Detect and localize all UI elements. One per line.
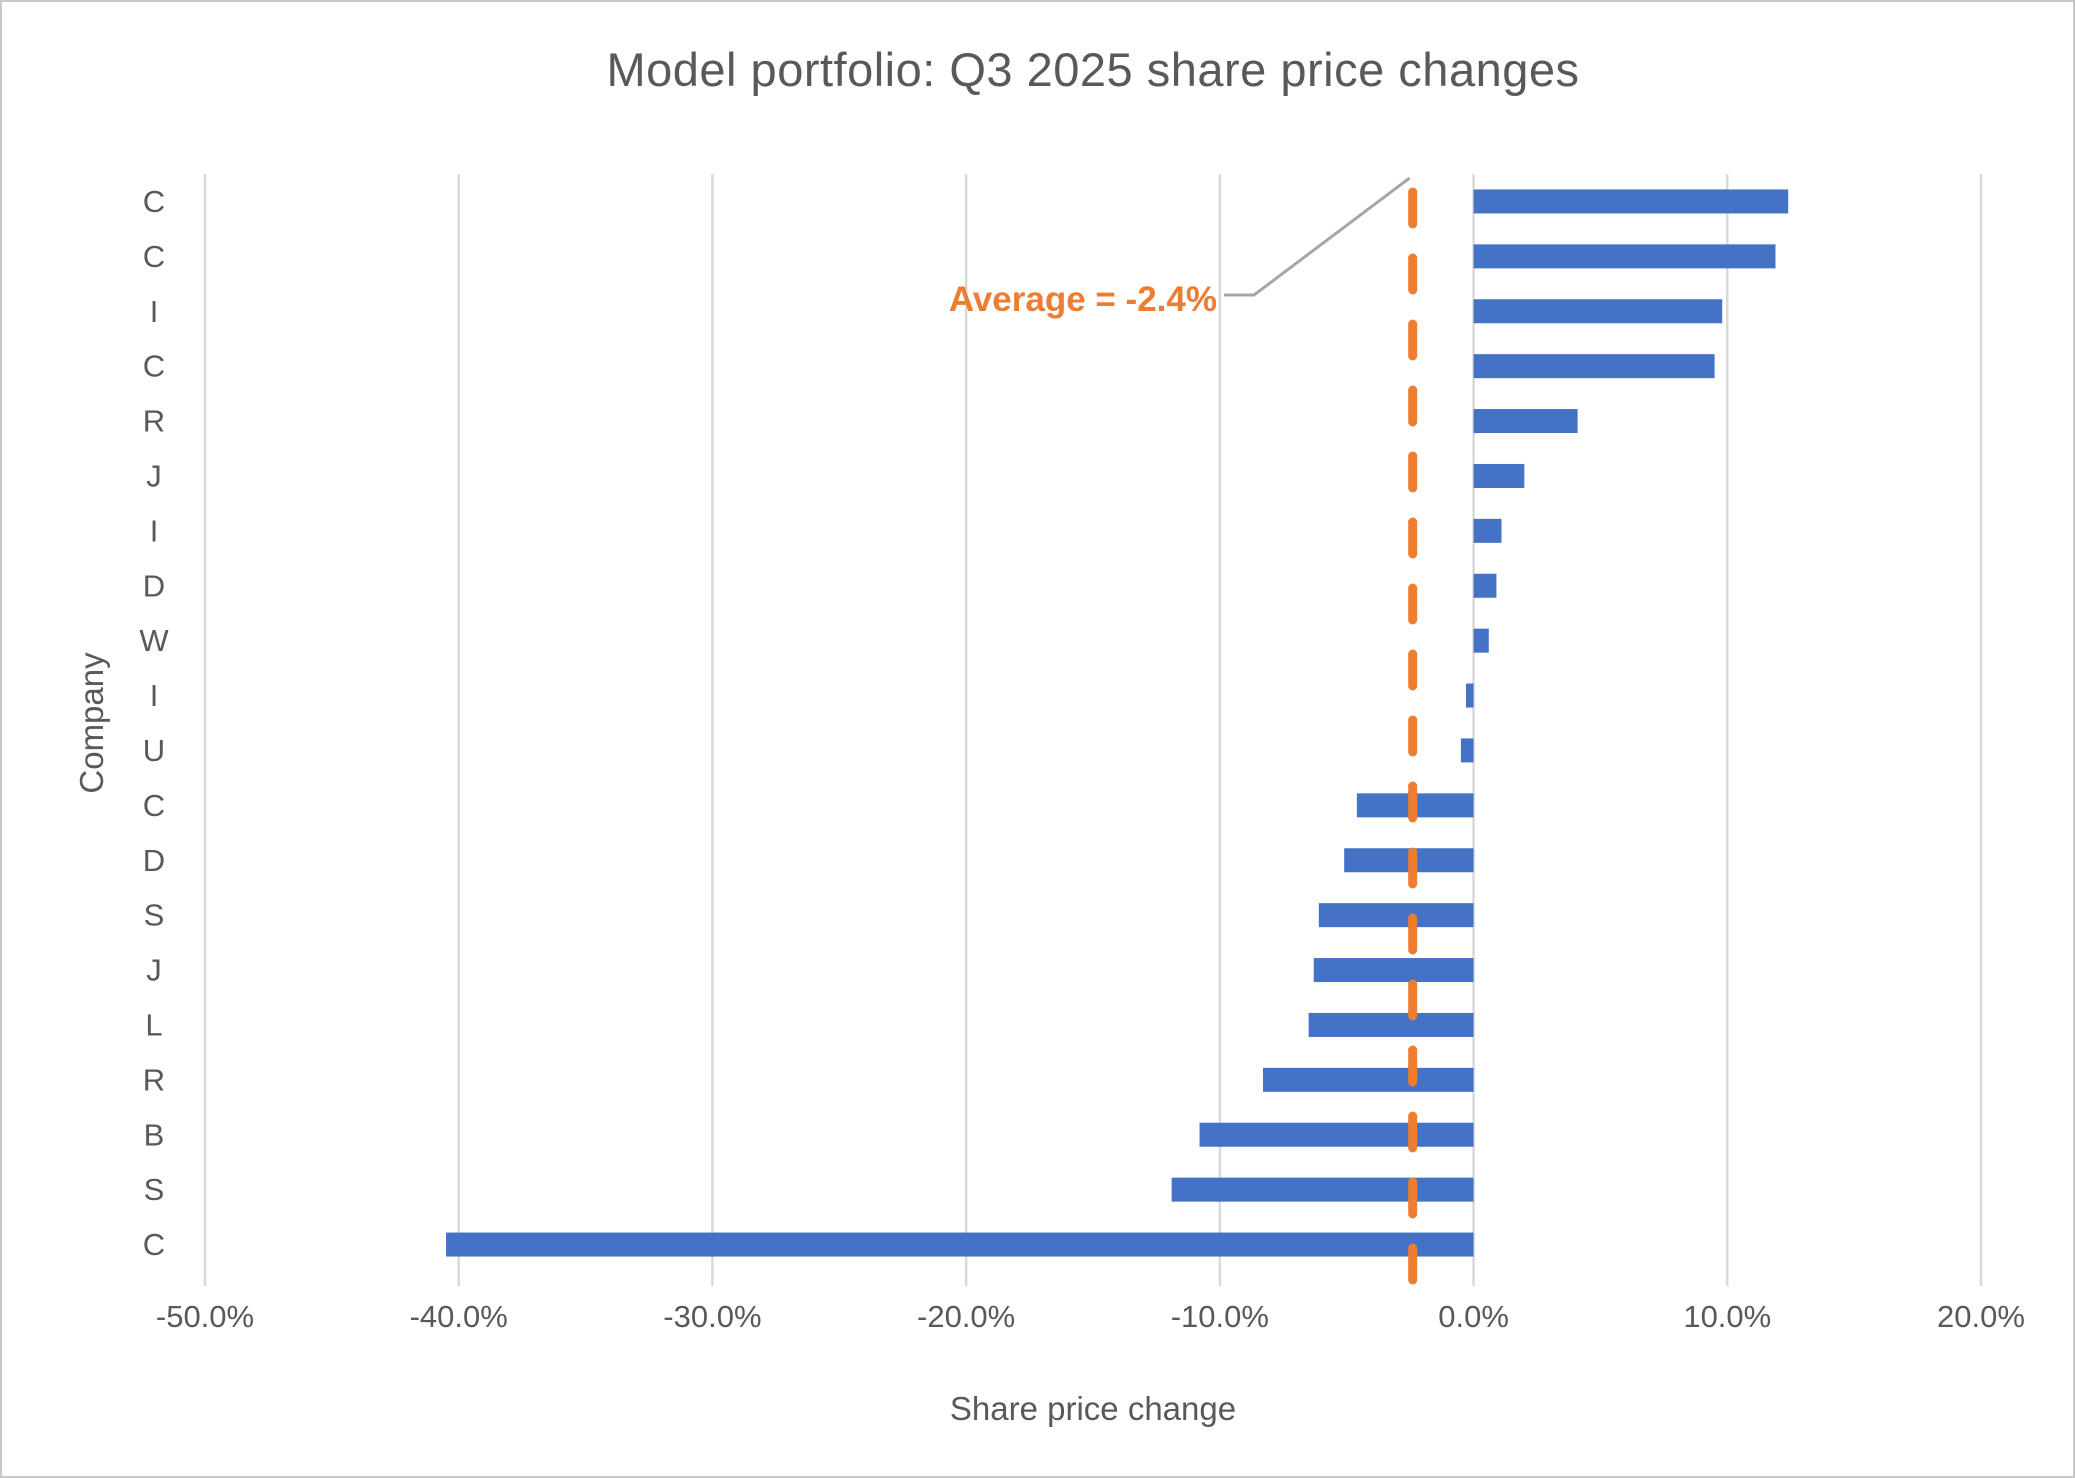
bar xyxy=(1171,1177,1474,1202)
category-label: J xyxy=(146,953,162,988)
category-label: I xyxy=(150,678,159,713)
bar xyxy=(1473,518,1502,543)
x-axis-title: Share price change xyxy=(949,1390,1237,1427)
category-label: S xyxy=(144,1172,165,1207)
bar xyxy=(1313,958,1474,983)
category-label: I xyxy=(150,513,159,548)
x-tick-label: -10.0% xyxy=(1171,1299,1269,1334)
category-label: C xyxy=(143,239,165,274)
category-label: C xyxy=(143,184,165,219)
bar xyxy=(1473,299,1723,324)
category-label: C xyxy=(143,1227,165,1262)
category-label: R xyxy=(143,1062,165,1097)
category-label: C xyxy=(143,788,165,823)
category-label: B xyxy=(144,1117,165,1152)
x-tick-label: -20.0% xyxy=(917,1299,1015,1334)
bar xyxy=(1318,903,1474,928)
bar xyxy=(1473,463,1525,488)
annotation-leader-line xyxy=(1224,176,1411,297)
category-label: D xyxy=(143,843,165,878)
bar xyxy=(446,1232,1474,1257)
bar xyxy=(1473,244,1776,269)
category-label: I xyxy=(150,294,159,329)
bar xyxy=(1460,738,1474,763)
bar xyxy=(1473,573,1497,598)
y-axis-title: Company xyxy=(73,652,110,794)
x-tick-label: 10.0% xyxy=(1683,1299,1771,1334)
x-tick-label: -50.0% xyxy=(156,1299,254,1334)
bar xyxy=(1473,409,1578,434)
x-tick-label: 0.0% xyxy=(1438,1299,1509,1334)
bar xyxy=(1465,683,1474,708)
chart-title: Model portfolio: Q3 2025 share price cha… xyxy=(606,43,1580,96)
category-label: U xyxy=(143,733,165,768)
category-label: C xyxy=(143,349,165,384)
bar xyxy=(1473,189,1789,214)
bar xyxy=(1473,628,1489,653)
category-label: S xyxy=(144,898,165,933)
category-label: J xyxy=(146,458,162,493)
category-label: D xyxy=(143,568,165,603)
category-label: R xyxy=(143,404,165,439)
bar xyxy=(1308,1012,1474,1037)
x-tick-label: 20.0% xyxy=(1937,1299,2025,1334)
x-tick-label: -30.0% xyxy=(663,1299,761,1334)
bar xyxy=(1199,1122,1474,1147)
bar xyxy=(1262,1067,1474,1092)
x-tick-label: -40.0% xyxy=(410,1299,508,1334)
bar xyxy=(1473,354,1715,379)
category-label: W xyxy=(139,623,169,658)
category-label: L xyxy=(145,1007,162,1042)
average-annotation-label: Average = -2.4% xyxy=(948,280,1217,319)
